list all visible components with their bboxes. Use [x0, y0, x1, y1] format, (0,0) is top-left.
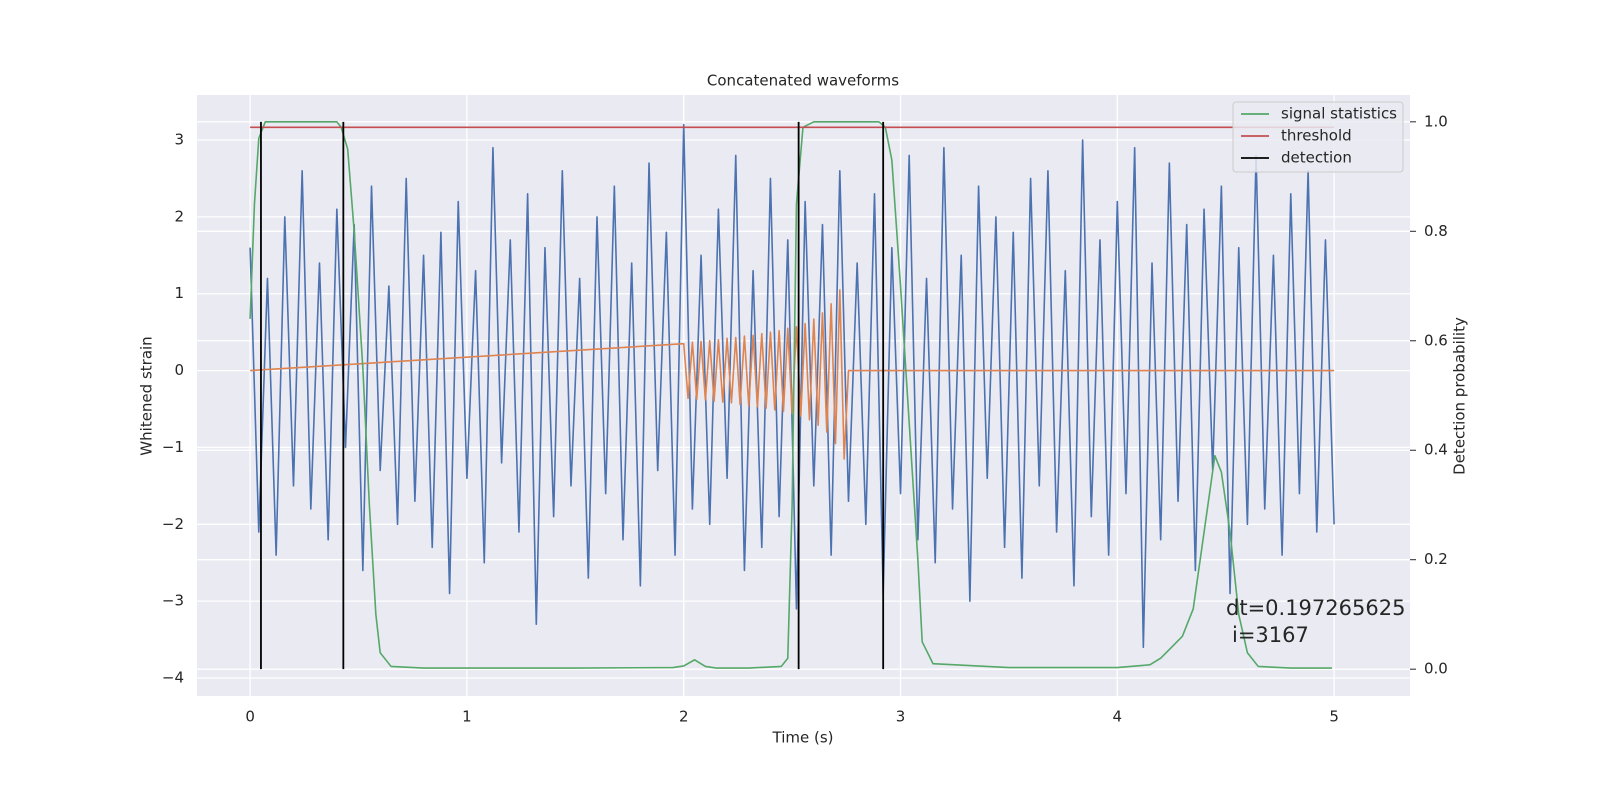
x-tick-label: 2 [679, 708, 689, 726]
x-tick-label: 5 [1329, 708, 1339, 726]
y-tick-label: −3 [162, 592, 184, 610]
y2-tick-label: 0.0 [1424, 660, 1448, 678]
y2-tick-label: 1.0 [1424, 112, 1448, 130]
y-tick-label: −4 [162, 669, 184, 687]
y2-axis-label: Detection probability [1451, 317, 1469, 475]
y2-tick-label: 0.8 [1424, 222, 1448, 240]
series-line [249, 121, 1332, 669]
y-tick-label: 0 [174, 361, 184, 379]
y2-tick-label: 0.4 [1424, 441, 1448, 459]
y-tick-label: 1 [174, 284, 184, 302]
y-tick-label: −2 [162, 515, 184, 533]
y2-tick-label: 0.2 [1424, 550, 1448, 568]
marks [249, 121, 1335, 670]
legend-box [1232, 101, 1404, 173]
series-line [250, 289, 1335, 460]
y-tick-label: 3 [174, 131, 184, 149]
x-tick-label: 0 [245, 708, 255, 726]
legend: signal statistics threshold detection [1232, 101, 1404, 173]
legend-label: signal statistics [1281, 105, 1397, 123]
x-tick-label: 1 [462, 708, 472, 726]
x-axis-label: Time (s) [772, 729, 834, 747]
x-tick-label: 3 [896, 708, 906, 726]
x-tick-label: 4 [1113, 708, 1123, 726]
legend-label: threshold [1281, 127, 1352, 145]
y-axis-label: Whitened strain [138, 336, 156, 455]
y-tick-label: 2 [174, 207, 184, 225]
chart-title: Concatenated waveforms [707, 72, 899, 90]
y-tick-label: −1 [162, 438, 184, 456]
annotation: dt=0.197265625 [1226, 596, 1405, 620]
series-line [249, 123, 1335, 649]
y2-tick-label: 0.6 [1424, 331, 1448, 349]
legend-label: detection [1281, 149, 1352, 167]
annotation: i=3167 [1232, 623, 1309, 647]
plot-area [197, 95, 1410, 696]
